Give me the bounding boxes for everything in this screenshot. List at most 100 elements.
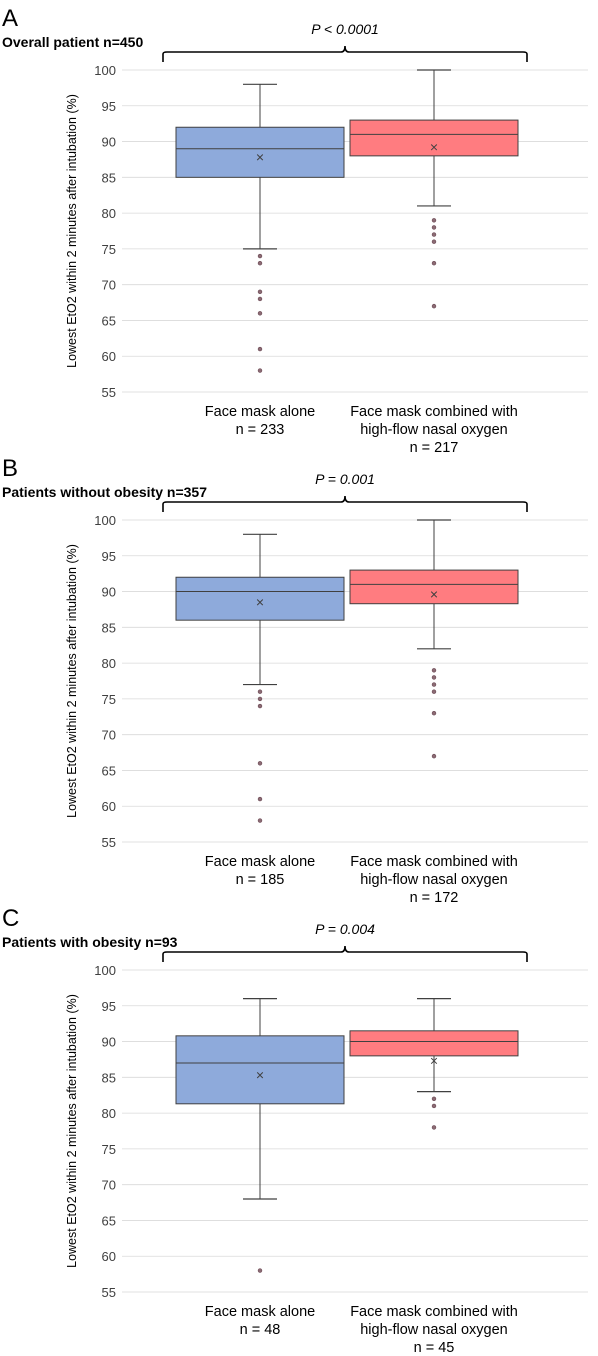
y-axis-label: Lowest EtO2 within 2 minutes after intub… — [65, 94, 79, 368]
y-tick-label: 75 — [102, 242, 116, 257]
y-tick-label: 90 — [102, 585, 116, 600]
outlier-point — [257, 346, 263, 352]
panel-letter: A — [2, 5, 18, 32]
y-tick-label: 85 — [102, 170, 116, 185]
y-tick-label: 65 — [102, 763, 116, 778]
group-label: Face mask alone — [205, 1304, 315, 1320]
box-face-mask-alone — [175, 998, 345, 1273]
group-n: n = 48 — [240, 1322, 281, 1338]
outlier-point — [257, 289, 263, 295]
mean-marker — [256, 1072, 264, 1079]
outlier-point — [431, 218, 437, 223]
iqr-box — [175, 1035, 345, 1105]
chart-b-svg: B Patients without obesity n=357 P = 0.001… — [2, 455, 588, 902]
outlier-point — [431, 1125, 437, 1130]
group-label: Face mask combined with — [350, 854, 518, 870]
mean-marker — [430, 144, 438, 151]
outlier-point — [257, 368, 263, 373]
panel-letter: C — [2, 905, 19, 932]
group-n: n = 233 — [236, 422, 285, 438]
y-tick-label: 60 — [102, 1249, 116, 1264]
mean-marker — [256, 599, 264, 606]
panel-title: Patients with obesity n=93 — [2, 934, 178, 950]
panel-a: A Overall patient n=450 P < 0.0001 55 60 65 70… — [0, 0, 598, 452]
y-tick-label: 80 — [102, 1106, 116, 1121]
mean-marker — [256, 154, 264, 161]
outlier-point — [257, 1268, 263, 1273]
outlier-point — [431, 1103, 437, 1109]
y-tick-label: 55 — [102, 385, 116, 400]
y-tick-label: 65 — [102, 313, 116, 328]
y-tick-label: 75 — [102, 692, 116, 707]
group-label: high-flow nasal oxygen — [360, 1322, 508, 1338]
iqr-box — [349, 119, 519, 157]
y-tick-label: 100 — [94, 513, 116, 528]
outlier-point — [257, 796, 263, 802]
y-tick-label: 80 — [102, 656, 116, 671]
y-tick-label: 95 — [102, 999, 116, 1014]
outlier-point — [431, 682, 437, 687]
y-tick-label: 55 — [102, 835, 116, 850]
group-n: n = 172 — [410, 890, 459, 902]
significance-bracket — [162, 45, 528, 62]
mean-marker — [430, 1057, 438, 1065]
outlier-point — [431, 675, 437, 680]
iqr-box — [349, 569, 519, 605]
box-face-mask-hfno — [349, 519, 519, 759]
y-tick-label: 60 — [102, 349, 116, 364]
y-tick-label: 90 — [102, 1035, 116, 1050]
group-n: n = 185 — [236, 872, 285, 888]
outlier-point — [431, 232, 437, 237]
y-tick-label: 80 — [102, 206, 116, 221]
outlier-point — [431, 689, 437, 694]
y-tick-label: 75 — [102, 1142, 116, 1157]
outlier-point — [431, 261, 437, 266]
y-tick-label: 85 — [102, 620, 116, 635]
iqr-box — [175, 126, 345, 178]
significance-bracket — [162, 945, 528, 962]
y-tick-label: 95 — [102, 99, 116, 114]
outlier-point — [257, 689, 263, 694]
iqr-box — [349, 1030, 519, 1057]
y-tick-label: 70 — [102, 278, 116, 293]
panel-title: Patients without obesity n=357 — [2, 484, 207, 500]
y-axis-label: Lowest EtO2 within 2 minutes after intub… — [65, 544, 79, 818]
iqr-box — [175, 576, 345, 621]
panel-b: B Patients without obesity n=357 P = 0.001… — [0, 450, 598, 902]
y-tick-label: 70 — [102, 728, 116, 743]
y-tick-label: 100 — [94, 63, 116, 78]
outlier-point — [257, 311, 263, 316]
y-tick-label: 55 — [102, 1285, 116, 1300]
p-value: P < 0.0001 — [311, 21, 379, 37]
outlier-point — [257, 696, 263, 702]
y-tick-label: 90 — [102, 135, 116, 150]
y-tick-label: 100 — [94, 963, 116, 978]
outlier-point — [257, 296, 263, 302]
box-face-mask-hfno — [349, 998, 519, 1130]
group-n: n = 45 — [414, 1340, 455, 1356]
outlier-point — [431, 225, 437, 230]
p-value: P = 0.004 — [315, 921, 375, 937]
group-label: Face mask combined with — [350, 404, 518, 420]
outlier-point — [431, 711, 437, 716]
group-label: high-flow nasal oxygen — [360, 872, 508, 888]
mean-marker — [430, 591, 438, 598]
outlier-point — [257, 261, 263, 266]
panel-title: Overall patient n=450 — [2, 34, 143, 50]
y-axis-label: Lowest EtO2 within 2 minutes after intub… — [65, 994, 79, 1268]
y-tick-label: 70 — [102, 1178, 116, 1193]
group-n: n = 217 — [410, 440, 459, 452]
significance-bracket — [162, 495, 528, 512]
outlier-point — [257, 818, 263, 823]
box-face-mask-alone — [175, 533, 345, 823]
outlier-point — [257, 253, 263, 259]
group-label: Face mask alone — [205, 854, 315, 870]
y-tick-label: 95 — [102, 549, 116, 564]
p-value: P = 0.001 — [315, 471, 375, 487]
group-label: high-flow nasal oxygen — [360, 422, 508, 438]
outlier-point — [257, 703, 263, 709]
box-face-mask-alone — [175, 83, 345, 373]
box-face-mask-hfno — [349, 69, 519, 309]
outlier-point — [431, 239, 437, 244]
outlier-point — [257, 761, 263, 766]
